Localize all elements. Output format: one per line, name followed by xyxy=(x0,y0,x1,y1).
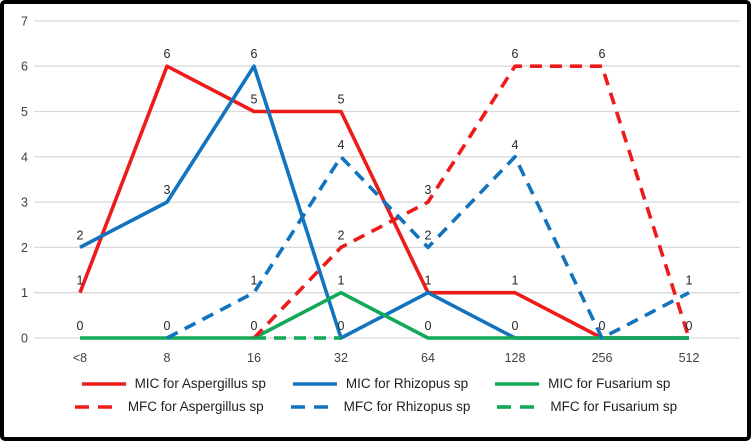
legend-label: MFC for Rhizopus sp xyxy=(343,399,471,414)
x-tick-label: <8 xyxy=(73,351,87,365)
y-tick-label: 6 xyxy=(21,60,28,74)
legend-item-mic-rhizopus: MIC for Rhizopus sp xyxy=(292,376,468,391)
legend-item-mfc-aspergillus: MFC for Aspergillus sp xyxy=(74,399,264,414)
data-label: 6 xyxy=(251,47,258,61)
data-label: 6 xyxy=(512,47,519,61)
data-label: 0 xyxy=(77,319,84,333)
legend-item-mic-aspergillus: MIC for Aspergillus sp xyxy=(81,376,266,391)
solid-green-line-sample-icon xyxy=(495,381,540,386)
solid-blue-line-sample-icon xyxy=(292,381,337,386)
legend-row-mfc: MFC for Aspergillus sp MFC for Rhizopus … xyxy=(74,399,677,414)
data-label: 1 xyxy=(425,274,432,288)
data-label: 2 xyxy=(425,228,432,242)
legend-row-mic: MIC for Aspergillus sp MIC for Rhizopus … xyxy=(81,376,670,391)
y-tick-label: 4 xyxy=(21,150,28,164)
data-label: 1 xyxy=(251,274,258,288)
series-line-mfc-for-rhizopus-sp xyxy=(166,155,690,340)
dashed-blue-line-sample-icon xyxy=(290,404,335,409)
legend-label: MIC for Fusarium sp xyxy=(548,376,671,391)
data-label: 1 xyxy=(338,274,345,288)
data-label: 5 xyxy=(338,93,345,107)
data-label: 4 xyxy=(338,138,345,152)
legend-label: MIC for Aspergillus sp xyxy=(134,376,266,391)
y-tick-label: 1 xyxy=(21,286,28,300)
data-label: 0 xyxy=(338,319,345,333)
series-line-mfc-for-aspergillus-sp xyxy=(252,64,691,340)
data-label: 0 xyxy=(599,319,606,333)
solid-red-line-sample-icon xyxy=(81,381,126,386)
data-label: 0 xyxy=(251,319,258,333)
x-tick-label: 16 xyxy=(247,351,261,365)
x-tick-label: 128 xyxy=(505,351,526,365)
data-label: 1 xyxy=(512,274,519,288)
data-label: 6 xyxy=(164,47,171,61)
x-tick-label: 64 xyxy=(421,351,435,365)
legend-label: MFC for Fusarium sp xyxy=(550,399,678,414)
x-tick-label: 8 xyxy=(164,351,171,365)
chart-legend: MIC for Aspergillus sp MIC for Rhizopus … xyxy=(4,376,747,414)
data-label: 6 xyxy=(599,47,606,61)
x-tick-label: 256 xyxy=(592,351,613,365)
y-tick-label: 5 xyxy=(21,105,28,119)
data-label: 3 xyxy=(164,183,171,197)
data-label: 2 xyxy=(338,228,345,242)
x-tick-label: 32 xyxy=(334,351,348,365)
data-label: 1 xyxy=(77,274,84,288)
legend-label: MIC for Rhizopus sp xyxy=(345,376,469,391)
data-label: 0 xyxy=(686,319,693,333)
data-label: 0 xyxy=(164,319,171,333)
legend-item-mfc-rhizopus: MFC for Rhizopus sp xyxy=(290,399,471,414)
legend-item-mic-fusarium: MIC for Fusarium sp xyxy=(494,376,670,391)
dashed-green-line-sample-icon xyxy=(497,404,542,409)
data-label: 3 xyxy=(425,183,432,197)
data-label: 5 xyxy=(251,93,258,107)
y-tick-label: 0 xyxy=(21,332,28,346)
dashed-red-line-sample-icon xyxy=(74,404,119,409)
x-tick-label: 512 xyxy=(679,351,700,365)
data-label: 1 xyxy=(686,274,693,288)
y-tick-label: 7 xyxy=(21,14,28,28)
data-label: 0 xyxy=(425,319,432,333)
series-line-mic-for-fusarium-sp xyxy=(80,290,689,340)
y-tick-label: 2 xyxy=(21,241,28,255)
y-tick-label: 3 xyxy=(21,196,28,210)
data-label: 0 xyxy=(512,319,519,333)
legend-label: MFC for Aspergillus sp xyxy=(127,399,264,414)
data-label: 4 xyxy=(512,138,519,152)
legend-item-mfc-fusarium: MFC for Fusarium sp xyxy=(496,399,677,414)
data-label: 2 xyxy=(77,228,84,242)
